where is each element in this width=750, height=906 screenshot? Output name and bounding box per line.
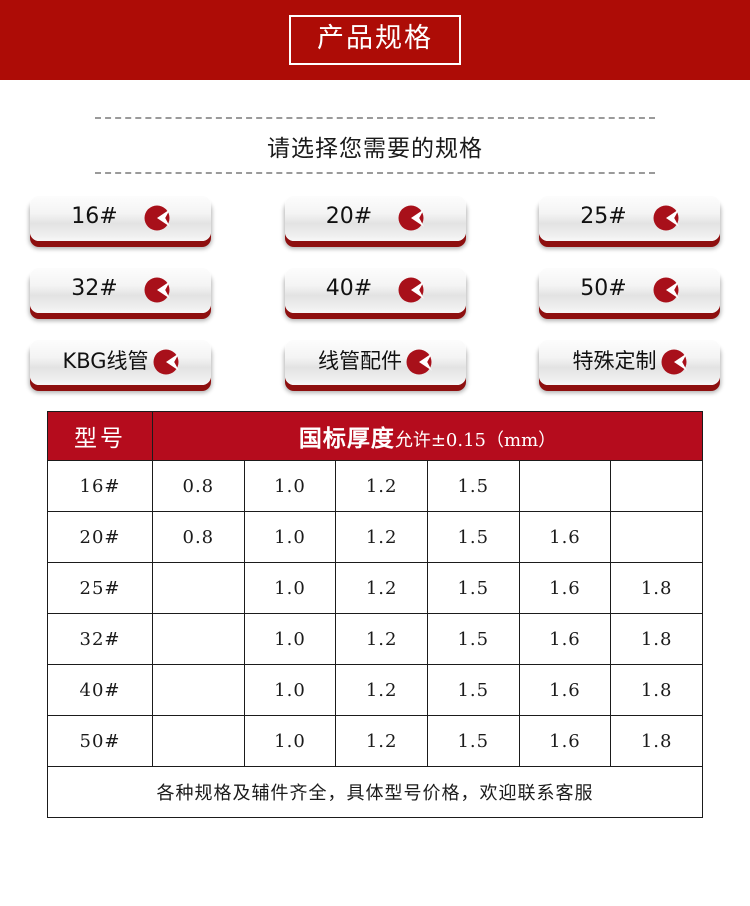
pie-arrow-icon <box>144 205 170 231</box>
spec-button-16[interactable]: 16# <box>30 195 211 241</box>
cell-thickness: 1.2 <box>335 511 428 563</box>
cell-thickness: 1.0 <box>243 511 337 563</box>
cell-thickness: 1.6 <box>518 715 612 767</box>
dashed-divider-top <box>95 117 655 119</box>
pie-arrow-icon <box>661 349 687 375</box>
cell-thickness: 1.5 <box>426 613 520 665</box>
spec-button-label: 特殊定制 <box>572 348 657 373</box>
cell-thickness <box>152 613 245 665</box>
thickness-main-label: 国标厚度 <box>298 425 395 452</box>
cell-model: 16# <box>47 460 153 512</box>
cell-model: 40# <box>47 664 153 716</box>
table-row: 50# 1.0 1.2 1.5 1.6 1.8 <box>47 715 703 767</box>
table-row: 16# 0.8 1.0 1.2 1.5 <box>47 460 703 512</box>
pie-arrow-icon <box>398 277 425 303</box>
thickness-sub-label: 允许±0.15（mm） <box>394 430 557 451</box>
cell-thickness: 1.5 <box>426 460 520 512</box>
cell-model: 50# <box>47 715 153 767</box>
cell-thickness: 1.2 <box>335 613 428 665</box>
cell-thickness: 1.6 <box>518 562 612 614</box>
spec-button-40[interactable]: 40# <box>284 267 466 313</box>
spec-button-label: 32# <box>71 276 118 301</box>
spec-button-label: 16# <box>71 204 118 229</box>
cell-model: 25# <box>47 562 153 614</box>
page-title: 产品规格 <box>317 22 433 54</box>
cell-thickness: 1.2 <box>335 664 428 716</box>
table-row: 20# 0.8 1.0 1.2 1.5 1.6 <box>47 511 703 563</box>
cell-thickness <box>610 460 703 512</box>
spec-button-线管配件[interactable]: 线管配件 <box>284 339 466 385</box>
spec-button-label: 25# <box>580 204 627 229</box>
cell-thickness: 0.8 <box>152 511 245 563</box>
spec-button-50[interactable]: 50# <box>539 267 720 313</box>
subheading-section: 请选择您需要的规格 <box>95 80 655 174</box>
cell-thickness <box>152 562 245 614</box>
cell-thickness <box>518 460 612 512</box>
dashed-divider-bottom <box>95 172 655 174</box>
cell-thickness: 1.2 <box>335 715 428 767</box>
cell-thickness: 1.5 <box>426 715 520 767</box>
column-header-model: 型号 <box>47 411 153 461</box>
spec-table-wrap: 型号 国标厚度允许±0.15（mm） 16# 0.8 1.0 1.2 1.5 20# 0.8… <box>47 385 703 818</box>
cell-model: 20# <box>47 511 153 563</box>
pie-arrow-icon <box>653 277 679 303</box>
cell-thickness: 1.0 <box>243 613 337 665</box>
cell-thickness: 1.0 <box>243 460 337 512</box>
cell-model: 32# <box>47 613 153 665</box>
pie-arrow-icon <box>144 277 170 303</box>
spec-button-label: 线管配件 <box>318 348 402 373</box>
cell-thickness: 1.2 <box>335 460 428 512</box>
spec-button-32[interactable]: 32# <box>30 267 211 313</box>
table-row: 40# 1.0 1.2 1.5 1.6 1.8 <box>47 664 703 716</box>
spec-button-label: 20# <box>325 204 373 229</box>
subheading-text: 请选择您需要的规格 <box>267 136 483 162</box>
cell-thickness: 1.6 <box>518 511 612 563</box>
table-row: 25# 1.0 1.2 1.5 1.6 1.8 <box>47 562 703 614</box>
pie-arrow-icon <box>153 349 179 375</box>
cell-thickness: 1.0 <box>243 562 337 614</box>
column-header-thickness: 国标厚度允许±0.15（mm） <box>152 411 703 461</box>
cell-thickness <box>610 511 703 563</box>
spec-button-label: KBG线管 <box>62 348 149 373</box>
cell-thickness: 1.5 <box>426 664 520 716</box>
cell-thickness: 1.8 <box>610 664 703 716</box>
spec-button-label: 50# <box>580 276 627 301</box>
pie-arrow-icon <box>398 205 425 231</box>
spec-table: 型号 国标厚度允许±0.15（mm） 16# 0.8 1.0 1.2 1.5 20# 0.8… <box>47 411 703 818</box>
table-row: 32# 1.0 1.2 1.5 1.6 1.8 <box>47 613 703 665</box>
cell-thickness: 1.6 <box>518 664 612 716</box>
table-note-row: 各种规格及辅件齐全，具体型号价格，欢迎联系客服 <box>47 766 703 818</box>
spec-button-kbg线管[interactable]: KBG线管 <box>30 339 211 385</box>
cell-thickness: 1.5 <box>426 562 520 614</box>
cell-thickness: 0.8 <box>152 460 245 512</box>
cell-thickness: 1.0 <box>243 715 337 767</box>
table-note-text: 各种规格及辅件齐全，具体型号价格，欢迎联系客服 <box>47 766 703 818</box>
pie-arrow-icon <box>653 205 679 231</box>
banner-title-box: 产品规格 <box>289 14 461 66</box>
cell-thickness: 1.8 <box>610 562 703 614</box>
table-header-row: 型号 国标厚度允许±0.15（mm） <box>47 411 703 461</box>
cell-thickness: 1.8 <box>610 613 703 665</box>
table-body: 16# 0.8 1.0 1.2 1.5 20# 0.8 1.0 1.2 1.5 1.6 25# 1.0 1… <box>47 460 703 818</box>
spec-button-20[interactable]: 20# <box>284 195 466 241</box>
cell-thickness <box>152 664 245 716</box>
spec-button-25[interactable]: 25# <box>539 195 720 241</box>
spec-button-grid: 16# 20# 25# 32# 40# 50# KBG线管 线管配件 特殊定制 <box>30 174 720 385</box>
cell-thickness: 1.2 <box>335 562 428 614</box>
cell-thickness <box>152 715 245 767</box>
pie-arrow-icon <box>406 349 432 375</box>
cell-thickness: 1.5 <box>426 511 520 563</box>
cell-thickness: 1.0 <box>243 664 337 716</box>
spec-button-label: 40# <box>325 276 373 301</box>
cell-thickness: 1.8 <box>610 715 703 767</box>
cell-thickness: 1.6 <box>518 613 612 665</box>
spec-button-特殊定制[interactable]: 特殊定制 <box>539 339 720 385</box>
page-banner: 产品规格 <box>0 0 750 80</box>
